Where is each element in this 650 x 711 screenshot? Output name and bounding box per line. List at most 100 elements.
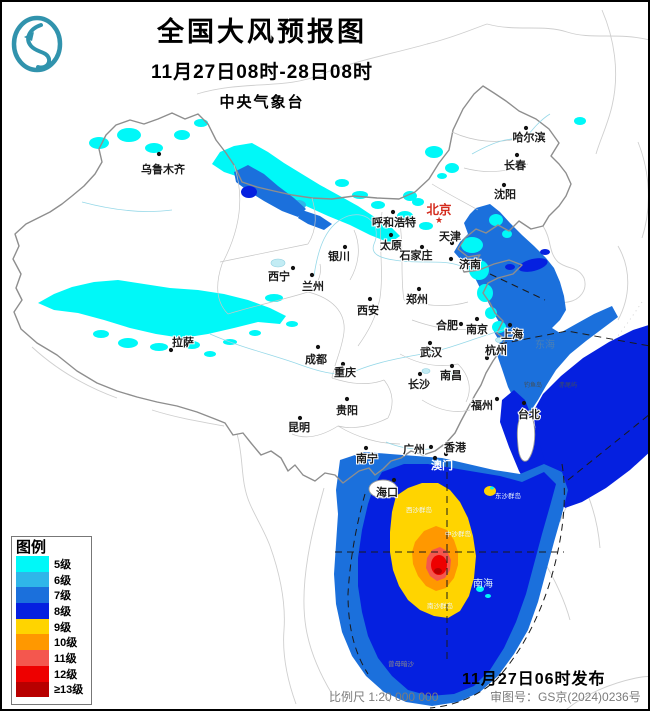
city-dot — [449, 240, 455, 246]
city-沈阳: 沈阳 — [493, 182, 517, 202]
city-label: 银川 — [328, 249, 350, 263]
city-label: 西安 — [357, 303, 379, 317]
legend-row: 6级 — [16, 571, 91, 588]
city-dot — [428, 444, 434, 450]
city-label: 哈尔滨 — [513, 130, 546, 144]
legend-label: ≥13级 — [54, 684, 84, 697]
city-乌鲁木齐: 乌鲁木齐 — [140, 151, 187, 177]
city-dot — [315, 344, 321, 350]
city-label: 拉萨 — [172, 335, 194, 349]
city-label: 重庆 — [334, 365, 356, 379]
wind-region-8 — [533, 325, 648, 508]
city-label: 石家庄 — [399, 248, 433, 262]
province-borders — [217, 131, 529, 445]
city-dot — [309, 272, 315, 278]
city-dot — [344, 396, 350, 402]
city-银川: 银川 — [327, 244, 351, 264]
city-label: 武汉 — [420, 345, 443, 359]
legend-swatch — [16, 634, 49, 651]
city-杭州: 杭州 — [484, 342, 508, 361]
legend-row: 10级 — [16, 634, 91, 651]
sea-label: 东沙群岛 — [495, 491, 521, 500]
legend-row: 8级 — [16, 603, 91, 619]
city-呼和浩特: 呼和浩特 — [371, 209, 417, 230]
city-dot — [340, 361, 346, 367]
city-北京: ★北京 — [425, 201, 453, 225]
city-长春: 长春 — [503, 152, 528, 173]
wind-region-7 — [454, 204, 618, 415]
city-dot — [417, 371, 423, 377]
city-label: 济南 — [459, 257, 481, 271]
city-南京: 南京 — [465, 316, 489, 337]
maritime-dashed-lines — [335, 273, 648, 709]
city-dot — [290, 265, 296, 271]
sea-label: 赤尾屿 — [559, 381, 577, 389]
city-dot — [367, 296, 373, 302]
legend-label: 12级 — [54, 668, 78, 681]
sea-label: 钓鱼岛 — [524, 381, 542, 389]
wind-region-13 — [434, 568, 442, 574]
city-dot — [390, 209, 396, 215]
city-南宁: 南宁 — [355, 445, 379, 466]
city-天津: 天津 — [438, 228, 462, 246]
hainan-island — [368, 479, 398, 499]
city-label: 乌鲁木齐 — [141, 162, 186, 176]
city-济南: 济南 — [448, 256, 482, 272]
city-label: 长沙 — [408, 377, 430, 391]
wind-regions — [38, 117, 648, 706]
city-dot — [419, 244, 425, 250]
city-dot — [521, 400, 527, 406]
legend-title: 图例 — [16, 539, 47, 556]
legend-rows: 5级 6级 7级 8级 9级 10级 11级 12级 ≥13级 — [16, 556, 91, 698]
legend-row: 9级 — [16, 618, 91, 635]
legend-label: 10级 — [54, 637, 78, 650]
city-兰州: 兰州 — [301, 272, 325, 294]
cma-logo — [11, 15, 63, 73]
city-dot — [507, 322, 513, 328]
city-武汉: 武汉 — [419, 340, 444, 360]
city-广州: 广州 — [402, 441, 434, 457]
wind-region-5 — [212, 143, 400, 243]
city-label: 太原 — [379, 238, 402, 252]
legend-swatch — [16, 665, 49, 682]
city-dot — [443, 451, 449, 457]
city-label: 海口 — [376, 485, 398, 499]
city-dot — [448, 256, 454, 262]
city-dot — [363, 445, 369, 451]
city-dot — [501, 182, 507, 188]
city-哈尔滨: 哈尔滨 — [512, 125, 547, 145]
city-label: 上海 — [501, 327, 523, 341]
legend-swatch — [16, 618, 49, 635]
legend-label: 8级 — [54, 605, 72, 618]
sea-label: 南海 — [473, 577, 493, 590]
city-label: 福州 — [470, 398, 493, 412]
legend-row: ≥13级 — [16, 681, 91, 698]
legend-label: 9级 — [54, 621, 72, 634]
city-label: 台北 — [518, 407, 540, 421]
map-scale: 比例尺 1:20 000 000 — [329, 690, 439, 704]
capital-star-icon: ★ — [435, 215, 443, 225]
legend-row: 5级 — [16, 556, 91, 572]
city-label: 香港 — [443, 440, 467, 454]
city-西安: 西安 — [356, 296, 380, 318]
legend-row: 12级 — [16, 665, 91, 682]
legend-swatch — [16, 556, 49, 572]
city-澳门: 澳门 — [431, 455, 453, 472]
city-label: 合肥 — [436, 318, 458, 332]
legend-label: 6级 — [54, 574, 72, 587]
city-label: 郑州 — [406, 292, 428, 306]
city-dot — [523, 125, 529, 131]
legend-swatch — [16, 603, 49, 619]
legend-swatch — [16, 587, 49, 604]
city-香港: 香港 — [442, 439, 468, 457]
city-南昌: 南昌 — [439, 363, 463, 383]
city-dot — [484, 355, 490, 361]
rivers — [81, 113, 551, 450]
city-dot — [449, 363, 455, 369]
city-label: 西宁 — [268, 269, 290, 283]
city-昆明: 昆明 — [287, 415, 311, 435]
city-label: 澳门 — [431, 458, 453, 472]
city-dot — [168, 347, 174, 353]
